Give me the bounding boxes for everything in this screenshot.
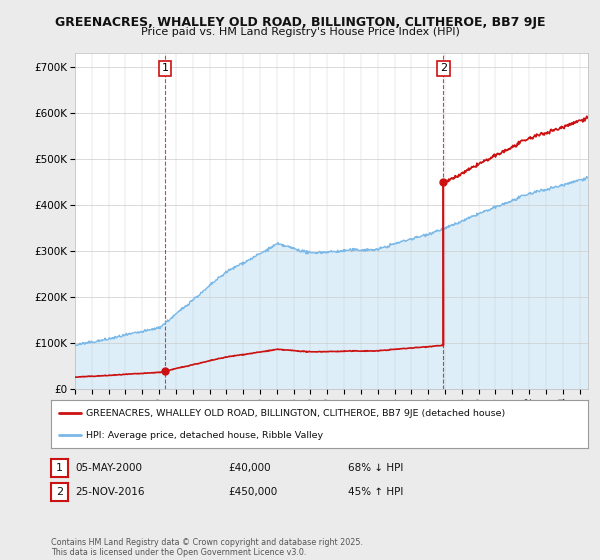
Text: 1: 1 [56,463,63,473]
Text: GREENACRES, WHALLEY OLD ROAD, BILLINGTON, CLITHEROE, BB7 9JE: GREENACRES, WHALLEY OLD ROAD, BILLINGTON… [55,16,545,29]
Text: 45% ↑ HPI: 45% ↑ HPI [348,487,403,497]
Text: £40,000: £40,000 [228,463,271,473]
Text: 1: 1 [161,63,169,73]
Text: £450,000: £450,000 [228,487,277,497]
Text: HPI: Average price, detached house, Ribble Valley: HPI: Average price, detached house, Ribb… [86,431,323,440]
Text: GREENACRES, WHALLEY OLD ROAD, BILLINGTON, CLITHEROE, BB7 9JE (detached house): GREENACRES, WHALLEY OLD ROAD, BILLINGTON… [86,409,505,418]
Text: 25-NOV-2016: 25-NOV-2016 [75,487,145,497]
Text: Price paid vs. HM Land Registry's House Price Index (HPI): Price paid vs. HM Land Registry's House … [140,27,460,37]
Text: Contains HM Land Registry data © Crown copyright and database right 2025.
This d: Contains HM Land Registry data © Crown c… [51,538,363,557]
Text: 2: 2 [56,487,63,497]
Text: 68% ↓ HPI: 68% ↓ HPI [348,463,403,473]
Text: 05-MAY-2000: 05-MAY-2000 [75,463,142,473]
Text: 2: 2 [440,63,447,73]
